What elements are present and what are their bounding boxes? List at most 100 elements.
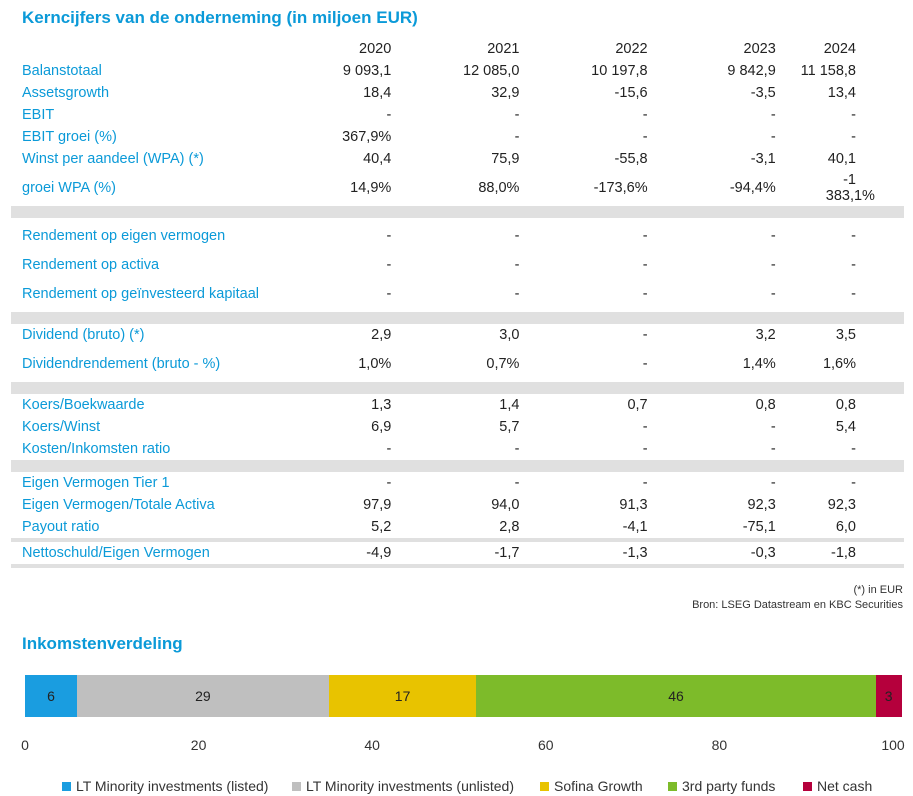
cell-value: - bbox=[386, 228, 392, 244]
cell-value: -55,8 bbox=[614, 151, 648, 167]
table-row: Kosten/Inkomsten ratio - - - - - bbox=[11, 438, 904, 460]
year-header-row: 2020 2021 2022 2023 2024 bbox=[11, 38, 904, 60]
row-label: Dividend (bruto) (*) bbox=[22, 326, 145, 343]
cell-value: 1,3 bbox=[371, 397, 392, 413]
legend-item: Sofina Growth bbox=[540, 778, 643, 794]
cell-value: 5,7 bbox=[499, 419, 520, 435]
legend-item: LT Minority investments (listed) bbox=[62, 778, 268, 794]
table-row: Nettoschuld/Eigen Vermogen -4,9 -1,7 -1,3 -0… bbox=[11, 542, 904, 564]
cell-value: -4,9 bbox=[366, 545, 392, 561]
cell-value: 88,0% bbox=[478, 180, 520, 196]
cell-value: 75,9 bbox=[491, 151, 520, 167]
cell-value: -3,1 bbox=[750, 151, 776, 167]
year-header-2024: 2024 bbox=[823, 41, 856, 57]
group-divider bbox=[11, 206, 904, 218]
cell-value: - bbox=[386, 475, 392, 491]
cell-value: 3,2 bbox=[755, 327, 776, 343]
cell-value: - bbox=[642, 356, 648, 372]
cell-value: 1,6% bbox=[822, 356, 856, 372]
table-row: Rendement op geïnvesteerd kapitaal - - - - - bbox=[11, 276, 904, 312]
legend-label: LT Minority investments (listed) bbox=[76, 778, 269, 794]
tick-label: 20 bbox=[190, 737, 207, 753]
cell-value: 2,9 bbox=[371, 327, 392, 343]
cell-value: - bbox=[770, 107, 776, 123]
cell-value: 94,0 bbox=[491, 497, 520, 513]
table-row: Dividend (bruto) (*) 2,9 3,0 - 3,2 3,5 bbox=[11, 324, 904, 346]
cell-value: 367,9% bbox=[342, 129, 392, 145]
cell-value: - bbox=[770, 257, 776, 273]
cell-value: -94,4% bbox=[729, 180, 776, 196]
cell-value: - bbox=[386, 441, 392, 457]
cell-value: - bbox=[514, 475, 520, 491]
cell-value: 5,2 bbox=[371, 519, 392, 535]
cell-value: 92,3 bbox=[827, 497, 856, 513]
table-row: Payout ratio 5,2 2,8 -4,1 -75,1 6,0 bbox=[11, 516, 904, 538]
cell-value: - bbox=[642, 286, 648, 302]
tick-label: 100 bbox=[881, 737, 905, 753]
cell-value: 3,5 bbox=[835, 327, 856, 343]
cell-value: 5,4 bbox=[835, 419, 856, 435]
bar-segment-5: 3 bbox=[875, 675, 902, 717]
legend-label: LT Minority investments (unlisted) bbox=[306, 778, 514, 794]
cell-value: 1,0% bbox=[358, 356, 392, 372]
cell-value: -1,7 bbox=[494, 545, 520, 561]
row-label: Nettoschuld/Eigen Vermogen bbox=[22, 544, 210, 561]
table-row: EBIT groei (%) 367,9% - - - - bbox=[11, 126, 904, 148]
row-label: EBIT groei (%) bbox=[22, 128, 117, 145]
cell-value: 2,8 bbox=[499, 519, 520, 535]
legend-item: 3rd party funds bbox=[668, 778, 775, 794]
table-row: Koers/Boekwaarde 1,3 1,4 0,7 0,8 0,8 bbox=[11, 394, 904, 416]
cell-value: -1,3 bbox=[622, 545, 648, 561]
row-label: Dividendrendement (bruto - %) bbox=[22, 355, 221, 372]
row-label: Rendement op geïnvesteerd kapitaal bbox=[22, 285, 259, 302]
row-label: Koers/Winst bbox=[22, 418, 101, 435]
cell-value: 3,0 bbox=[499, 327, 520, 343]
cell-value: - bbox=[851, 286, 856, 302]
row-label: Payout ratio bbox=[22, 518, 100, 535]
cell-value: - bbox=[642, 419, 648, 435]
legend-swatch bbox=[292, 781, 301, 791]
key-figures-table: 2020 2021 2022 2023 2024 Balanstotaal 9 093,1… bbox=[11, 38, 904, 568]
page-title: Kerncijfers van de onderneming (in miljo… bbox=[22, 8, 418, 27]
cell-value: -173,6% bbox=[593, 180, 648, 196]
income-distribution-bar: 6 29 17 46 3 bbox=[25, 675, 902, 717]
tick-label: 80 bbox=[711, 737, 728, 753]
row-label: Kosten/Inkomsten ratio bbox=[22, 440, 171, 457]
cell-value: - bbox=[770, 228, 776, 244]
bar-segment-2: 29 bbox=[77, 675, 329, 717]
table-row: Rendement op eigen vermogen - - - - - bbox=[11, 218, 904, 254]
legend-swatch bbox=[803, 781, 812, 791]
cell-value: - bbox=[770, 441, 776, 457]
cell-value: -15,6 bbox=[614, 85, 648, 101]
cell-value: 1,4 bbox=[499, 397, 520, 413]
row-label: Winst per aandeel (WPA) (*) bbox=[22, 150, 204, 167]
bar-segment-1: 6 bbox=[25, 675, 78, 717]
group-divider bbox=[11, 382, 904, 394]
cell-value: -0,3 bbox=[750, 545, 776, 561]
table-row: Koers/Winst 6,9 5,7 - - 5,4 bbox=[11, 416, 904, 438]
row-label: EBIT bbox=[22, 106, 55, 123]
cell-value: 9 842,9 bbox=[727, 63, 776, 79]
cell-value: 6,9 bbox=[371, 419, 392, 435]
cell-value: - bbox=[851, 475, 856, 491]
cell-value: - bbox=[770, 286, 776, 302]
cell-value: 13,4 bbox=[827, 85, 856, 101]
cell-value: - bbox=[642, 441, 648, 457]
tick-label: 60 bbox=[538, 737, 554, 753]
table-row: Rendement op activa - - - - - bbox=[11, 254, 904, 276]
cell-value: - bbox=[514, 257, 520, 273]
cell-value: -3,5 bbox=[750, 85, 776, 101]
tick-label: 40 bbox=[364, 737, 380, 753]
row-label: Balanstotaal bbox=[22, 62, 102, 79]
cell-value: - bbox=[642, 129, 648, 145]
cell-value: - bbox=[642, 475, 648, 491]
table-row: Eigen Vermogen Tier 1 - - - - - bbox=[11, 472, 904, 494]
table-row: Eigen Vermogen/Totale Activa 97,9 94,0 91,3… bbox=[11, 494, 904, 516]
cell-value: - bbox=[770, 419, 776, 435]
cell-value: 0,7 bbox=[627, 397, 648, 413]
cell-value: 18,4 bbox=[363, 85, 392, 101]
year-header-2023: 2023 bbox=[743, 41, 776, 57]
cell-value: - bbox=[386, 257, 392, 273]
group-divider bbox=[11, 312, 904, 324]
cell-value: -1,8 bbox=[831, 545, 856, 561]
